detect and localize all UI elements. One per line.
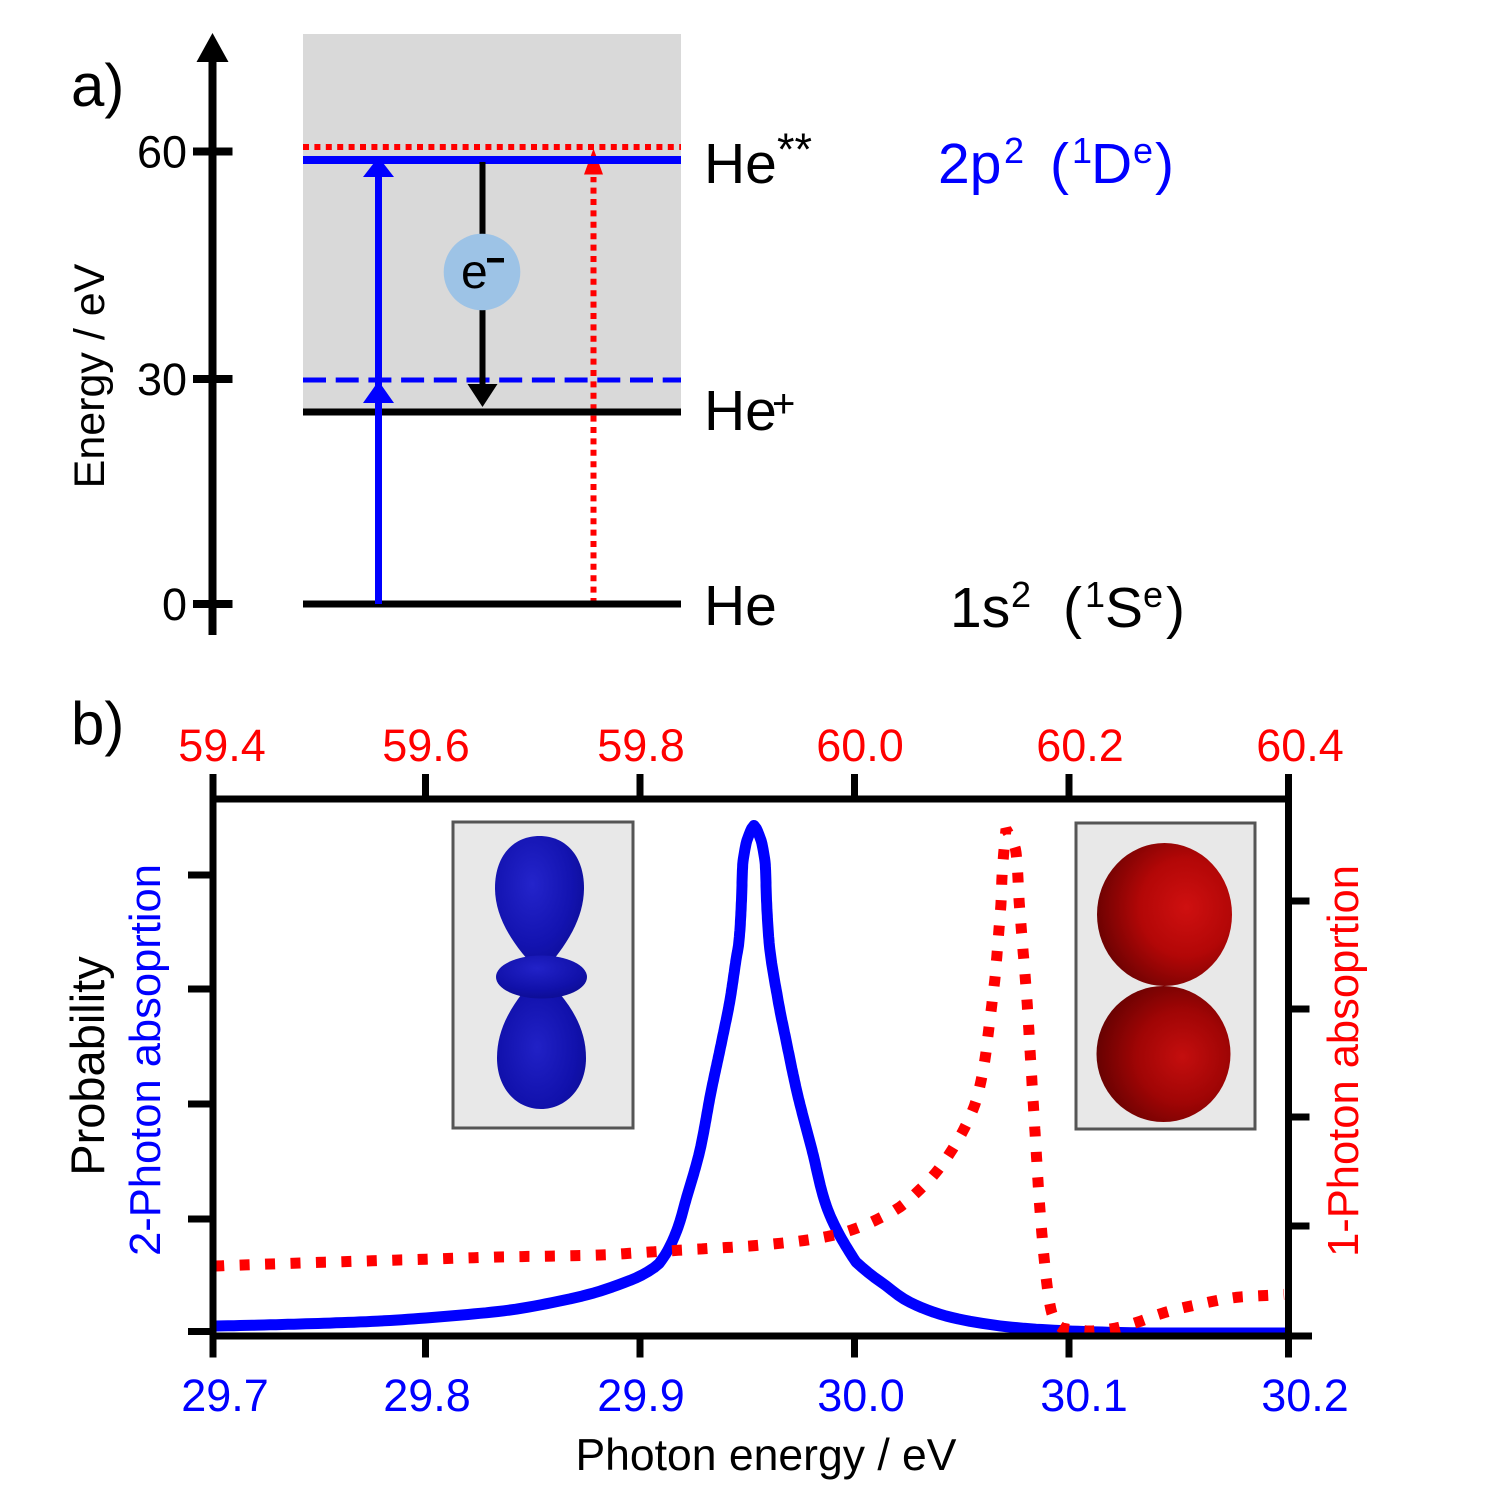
svg-text:59.6: 59.6 — [382, 720, 470, 771]
svg-text:(: ( — [1063, 576, 1082, 640]
svg-text:Photon energy / eV: Photon energy / eV — [576, 1431, 957, 1480]
svg-text:2: 2 — [1011, 574, 1031, 615]
svg-text:29.8: 29.8 — [383, 1370, 471, 1421]
svg-text:60.0: 60.0 — [816, 720, 904, 771]
svg-text:He: He — [704, 574, 777, 638]
svg-text:1s: 1s — [950, 576, 1010, 640]
svg-text:1-Photon absoprtion: 1-Photon absoprtion — [1320, 865, 1368, 1257]
svg-text:29.9: 29.9 — [597, 1370, 685, 1421]
svg-text:30: 30 — [137, 354, 187, 405]
svg-text:2p: 2p — [938, 132, 1001, 196]
svg-text:He: He — [704, 132, 777, 196]
svg-text:S: S — [1105, 576, 1143, 640]
svg-text:2-Photon absoprtion: 2-Photon absoprtion — [122, 864, 170, 1256]
svg-text:a): a) — [71, 52, 124, 119]
svg-text:): ) — [1166, 576, 1185, 640]
svg-text:60.2: 60.2 — [1036, 720, 1124, 771]
svg-text:e: e — [1143, 574, 1163, 615]
svg-text:29.7: 29.7 — [181, 1370, 269, 1421]
svg-text:30.2: 30.2 — [1261, 1370, 1349, 1421]
svg-text:He: He — [704, 379, 777, 443]
svg-text:59.4: 59.4 — [178, 720, 266, 771]
svg-text:59.8: 59.8 — [597, 720, 685, 771]
svg-text:0: 0 — [162, 579, 187, 630]
svg-text:e: e — [1133, 130, 1153, 171]
svg-text:): ) — [1155, 132, 1174, 196]
svg-text:D: D — [1091, 132, 1132, 196]
svg-text:Energy / eV: Energy / eV — [66, 263, 114, 488]
svg-text:30.0: 30.0 — [817, 1370, 905, 1421]
svg-text:+: + — [772, 382, 795, 426]
svg-text:b): b) — [71, 690, 124, 757]
svg-text:1: 1 — [1072, 130, 1092, 171]
svg-text:60.4: 60.4 — [1256, 720, 1344, 771]
svg-text:(: ( — [1050, 132, 1069, 196]
svg-text:30.1: 30.1 — [1040, 1370, 1128, 1421]
svg-text:60: 60 — [137, 127, 187, 178]
svg-text:1: 1 — [1085, 574, 1105, 615]
svg-text:2: 2 — [1004, 130, 1024, 171]
svg-text:**: ** — [777, 124, 812, 175]
svg-text:e: e — [461, 246, 488, 299]
svg-text:Probability: Probability — [61, 956, 114, 1176]
